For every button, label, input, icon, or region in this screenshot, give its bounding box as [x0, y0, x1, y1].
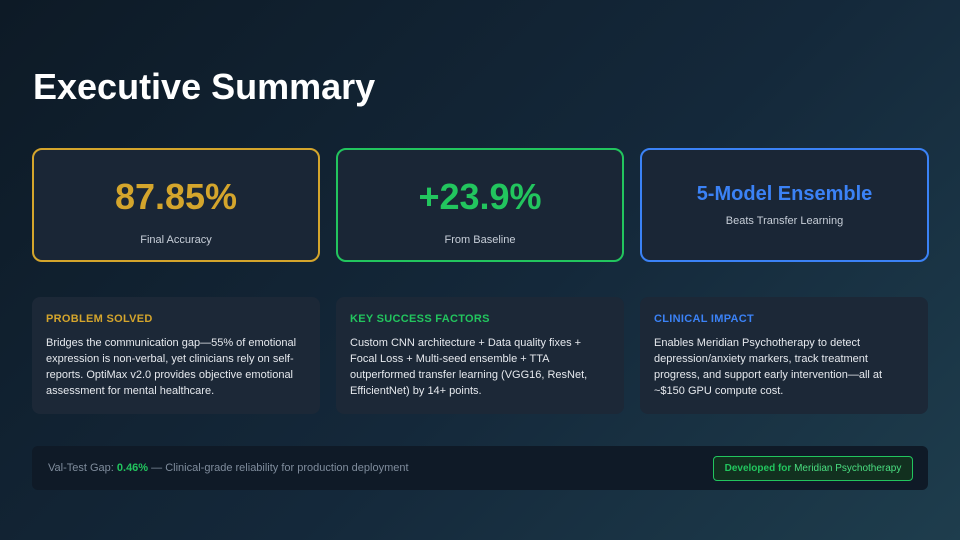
metric-value: 5-Model Ensemble — [696, 183, 873, 205]
footer-note: — Clinical-grade reliability for product… — [151, 462, 409, 474]
info-card: KEY SUCCESS FACTORS Custom CNN architect… — [336, 297, 624, 414]
metric-card: 5-Model Ensemble Beats Transfer Learning — [640, 148, 929, 262]
card-body: Custom CNN architecture + Data quality f… — [350, 337, 588, 397]
metric-label: From Baseline — [444, 234, 516, 246]
footer-highlight: 0.46% — [116, 462, 149, 474]
footer-label: Val-Test Gap: — [48, 462, 114, 474]
metric-value: 87.85% — [114, 176, 238, 217]
metric-value: +23.9% — [418, 176, 542, 217]
metric-card: +23.9% From Baseline — [336, 148, 624, 262]
card-body: Bridges the communication gap—55% of emo… — [46, 337, 297, 397]
badge-prefix: Developed for — [724, 463, 792, 474]
info-card: PROBLEM SOLVED Bridges the communication… — [32, 297, 320, 414]
card-heading: PROBLEM SOLVED — [46, 313, 153, 325]
footer-text: Val-Test Gap: 0.46% — Clinical-grade rel… — [48, 462, 409, 474]
metric-card: 87.85% Final Accuracy — [32, 148, 320, 262]
card-heading: CLINICAL IMPACT — [654, 313, 755, 325]
info-card: CLINICAL IMPACT Enables Meridian Psychot… — [640, 297, 928, 414]
metric-label: Beats Transfer Learning — [725, 215, 844, 227]
badge: Developed for Meridian Psychotherapy — [713, 456, 913, 481]
metric-label: Final Accuracy — [140, 234, 212, 246]
card-body: Enables Meridian Psychotherapy to detect… — [654, 337, 883, 397]
card-heading: KEY SUCCESS FACTORS — [350, 313, 490, 325]
footer-bar: Val-Test Gap: 0.46% — Clinical-grade rel… — [32, 446, 928, 490]
badge-name: Meridian Psychotherapy — [794, 463, 902, 474]
slide-title: Executive Summary — [33, 66, 376, 107]
